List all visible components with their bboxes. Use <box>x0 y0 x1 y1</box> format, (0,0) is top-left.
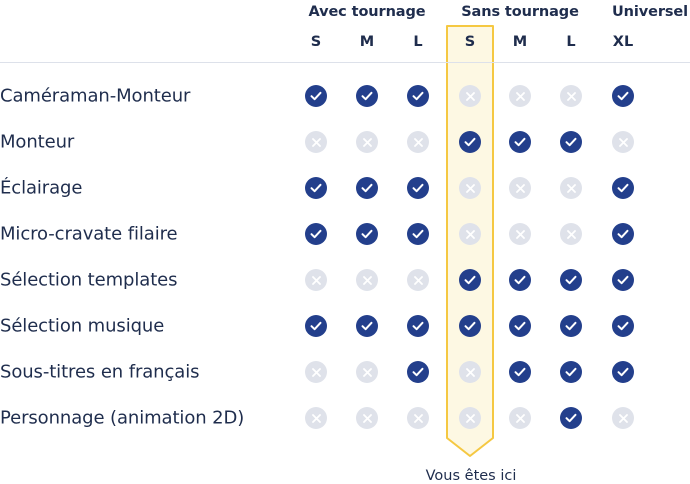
feature-label: Micro-cravate filaire <box>0 223 178 245</box>
check-icon <box>612 223 634 245</box>
feature-label: Personnage (animation 2D) <box>0 407 245 429</box>
feature-label: Caméraman-Monteur <box>0 85 191 107</box>
group-label-avec-tournage: Avec tournage <box>308 4 426 20</box>
cross-icon <box>509 85 531 107</box>
check-icon <box>612 361 634 383</box>
cross-icon <box>407 131 429 153</box>
cross-icon <box>305 131 327 153</box>
cross-icon <box>356 131 378 153</box>
feature-label: Éclairage <box>0 177 83 199</box>
feature-label: Sélection templates <box>0 269 178 291</box>
check-icon <box>459 131 481 153</box>
header-divider <box>0 62 690 63</box>
check-icon <box>459 269 481 291</box>
size-label-col-1: M <box>359 34 375 50</box>
cross-icon <box>560 223 582 245</box>
group-label-universel: Universel <box>611 4 689 20</box>
check-icon <box>509 131 531 153</box>
check-icon <box>509 269 531 291</box>
size-label-col-5: L <box>566 34 576 50</box>
check-icon <box>407 223 429 245</box>
check-icon <box>407 361 429 383</box>
check-icon <box>612 177 634 199</box>
feature-label: Sous-titres en français <box>0 361 200 383</box>
check-icon <box>305 223 327 245</box>
cross-icon <box>509 407 531 429</box>
cross-icon <box>459 223 481 245</box>
size-label-col-3: S <box>464 34 476 50</box>
check-icon <box>612 315 634 337</box>
cross-icon <box>509 177 531 199</box>
cross-icon <box>407 407 429 429</box>
check-icon <box>612 85 634 107</box>
check-icon <box>560 407 582 429</box>
check-icon <box>560 361 582 383</box>
cross-icon <box>305 361 327 383</box>
cross-icon <box>459 407 481 429</box>
check-icon <box>356 85 378 107</box>
size-label-col-2: L <box>413 34 423 50</box>
check-icon <box>407 177 429 199</box>
cross-icon <box>509 223 531 245</box>
check-icon <box>612 269 634 291</box>
size-label-col-4: M <box>512 34 528 50</box>
check-icon <box>305 315 327 337</box>
you-are-here-note: Vous êtes ici <box>425 468 517 484</box>
check-icon <box>509 361 531 383</box>
cross-icon <box>459 177 481 199</box>
check-icon <box>356 315 378 337</box>
cross-icon <box>612 407 634 429</box>
cross-icon <box>560 177 582 199</box>
check-icon <box>560 131 582 153</box>
cross-icon <box>305 407 327 429</box>
cross-icon <box>459 361 481 383</box>
check-icon <box>407 315 429 337</box>
cross-icon <box>459 85 481 107</box>
check-icon <box>509 315 531 337</box>
check-icon <box>356 223 378 245</box>
group-label-sans-tournage: Sans tournage <box>461 4 579 20</box>
size-label-col-6: XL <box>612 34 634 50</box>
feature-label: Monteur <box>0 131 75 153</box>
cross-icon <box>356 361 378 383</box>
size-label-col-0: S <box>310 34 322 50</box>
check-icon <box>407 85 429 107</box>
cross-icon <box>407 269 429 291</box>
cross-icon <box>356 269 378 291</box>
feature-label: Sélection musique <box>0 315 165 337</box>
check-icon <box>560 315 582 337</box>
cross-icon <box>305 269 327 291</box>
cross-icon <box>612 131 634 153</box>
cross-icon <box>560 85 582 107</box>
check-icon <box>305 177 327 199</box>
check-icon <box>560 269 582 291</box>
check-icon <box>459 315 481 337</box>
check-icon <box>356 177 378 199</box>
check-icon <box>305 85 327 107</box>
cross-icon <box>356 407 378 429</box>
